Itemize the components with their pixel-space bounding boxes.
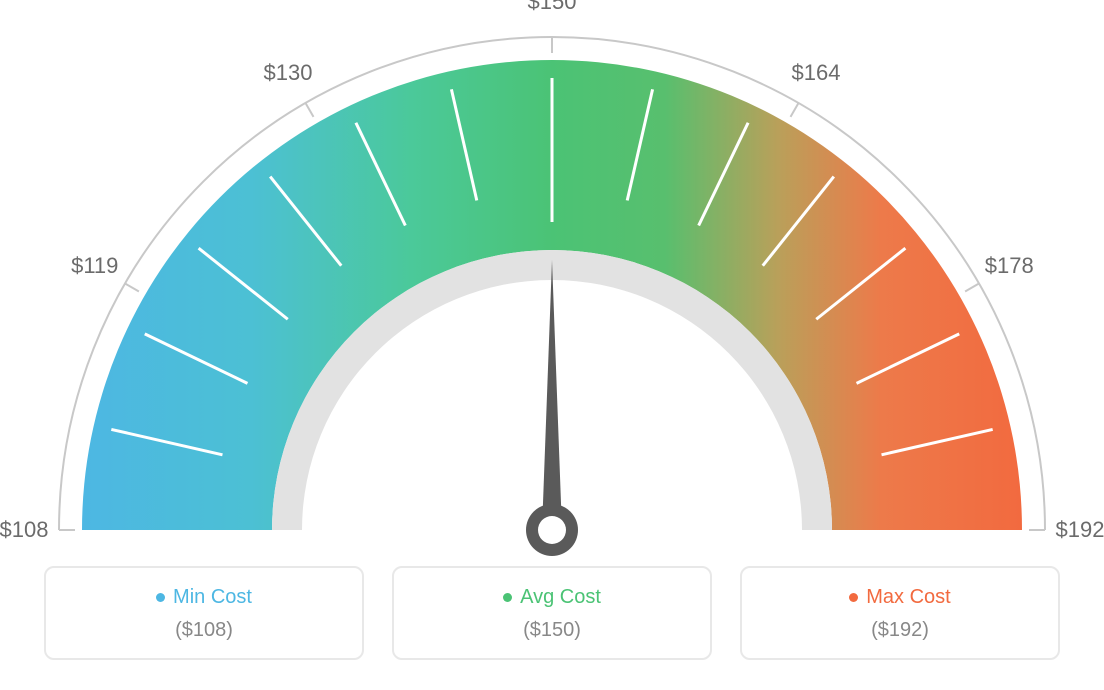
legend-title-avg: Avg Cost <box>520 586 601 609</box>
legend-value-avg: ($150) <box>414 619 690 642</box>
legend-value-min: ($108) <box>66 619 342 642</box>
cost-gauge: $108 $119 $130 $150 $164 $178 $192 <box>0 0 1104 560</box>
scale-label: $130 <box>264 60 313 86</box>
legend-value-max: ($192) <box>762 619 1038 642</box>
scale-label: $178 <box>985 253 1034 279</box>
outline-tick <box>791 103 799 117</box>
scale-label: $192 <box>1056 517 1104 543</box>
legend-title-min: Min Cost <box>173 586 252 609</box>
scale-label: $119 <box>71 253 118 279</box>
legend-row: Min Cost ($108) Avg Cost ($150) Max Cost… <box>0 566 1104 660</box>
outline-tick <box>965 284 979 292</box>
legend-card-avg: Avg Cost ($150) <box>392 566 712 660</box>
scale-label: $164 <box>792 60 841 86</box>
legend-card-max: Max Cost ($192) <box>740 566 1060 660</box>
legend-dot-min <box>156 593 165 602</box>
scale-label: $150 <box>528 0 577 15</box>
legend-dot-avg <box>503 593 512 602</box>
gauge-needle <box>542 260 562 530</box>
outline-tick <box>125 284 139 292</box>
scale-label: $108 <box>0 517 48 543</box>
outline-tick <box>306 103 314 117</box>
legend-dot-max <box>849 593 858 602</box>
needle-hub-hole <box>538 516 566 544</box>
legend-title-row: Min Cost <box>66 586 342 609</box>
legend-title-row: Max Cost <box>762 586 1038 609</box>
legend-title-row: Avg Cost <box>414 586 690 609</box>
legend-title-max: Max Cost <box>866 586 950 609</box>
legend-card-min: Min Cost ($108) <box>44 566 364 660</box>
gauge-svg <box>0 0 1104 560</box>
